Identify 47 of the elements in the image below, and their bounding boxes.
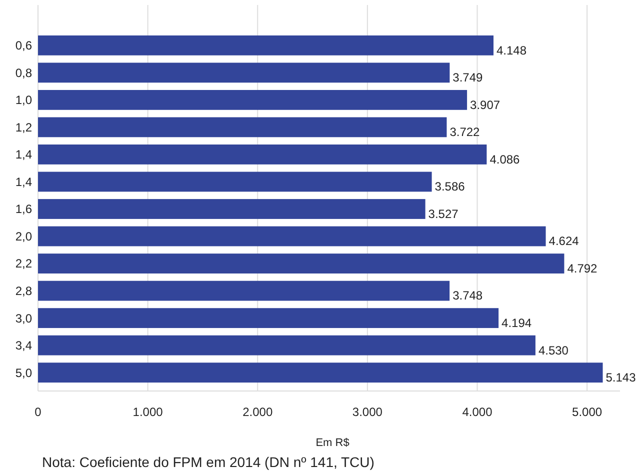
y-tick-label: 1,6	[15, 202, 32, 216]
bar	[38, 90, 468, 110]
bar	[38, 117, 447, 138]
bar	[38, 254, 564, 274]
y-tick-label: 2,8	[15, 284, 32, 298]
x-tick-label: 4.000	[462, 405, 493, 419]
bar	[38, 362, 603, 383]
data-label: 3.527	[428, 206, 459, 221]
y-tick-label: 3,0	[15, 311, 32, 326]
y-tick-label: 2,2	[15, 256, 32, 271]
y-tick-label: 3,4	[15, 338, 32, 353]
data-label: 4.194	[502, 316, 532, 330]
x-tick-label: 3.000	[352, 405, 383, 419]
y-tick-label: 1,0	[15, 93, 32, 108]
data-label: 4.624	[548, 234, 580, 248]
x-tick-label: 1.000	[132, 405, 164, 419]
data-label: 3.748	[452, 288, 483, 303]
data-label: 4.530	[538, 343, 569, 358]
y-tick-label: 1,2	[15, 120, 32, 134]
y-tick-label: 2,0	[15, 229, 32, 244]
data-label: 4.792	[567, 261, 598, 276]
y-tick-label: 0,8	[15, 66, 32, 80]
bar	[38, 35, 494, 56]
data-label: 3.749	[452, 70, 484, 85]
x-axis-title: Em R$	[316, 437, 350, 449]
bar	[38, 226, 546, 246]
y-tick-label: 1,4	[15, 174, 32, 189]
bar	[38, 280, 450, 301]
data-label: 3.907	[470, 98, 500, 112]
bar	[38, 144, 487, 164]
x-tick-label: 0	[34, 405, 42, 419]
y-tick-label: 1,4	[15, 148, 32, 162]
x-tick-label: 5.000	[572, 405, 602, 419]
y-tick-label: 0,6	[15, 38, 32, 53]
text: Nota: Coeficiente do FPM em 2014 (DN nº 141, TCU)	[42, 454, 374, 470]
bar	[38, 172, 432, 192]
bar	[38, 62, 450, 83]
data-label: 5.143	[606, 370, 636, 385]
bar	[38, 308, 499, 328]
data-label: 4.086	[490, 152, 520, 166]
data-label: 3.722	[450, 125, 480, 140]
data-label: 4.148	[496, 43, 527, 58]
data-label: 3.586	[434, 180, 466, 194]
y-tick-label: 5,0	[15, 366, 32, 380]
bar	[38, 199, 426, 219]
bar	[38, 335, 536, 356]
x-tick-label: 2.000	[242, 405, 273, 419]
